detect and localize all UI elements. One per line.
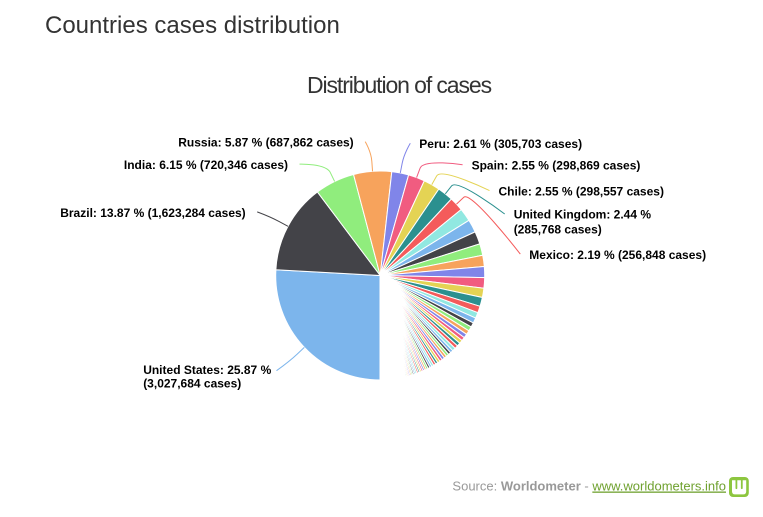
svg-text:(285,768 cases): (285,768 cases) (514, 222, 602, 236)
svg-text:Peru: 2.61 % (305,703 cases): Peru: 2.61 % (305,703 cases) (419, 137, 582, 151)
svg-text:Countries cases distribution: Countries cases distribution (45, 12, 340, 39)
svg-text:United Kingdom: 2.44 %: United Kingdom: 2.44 % (514, 208, 652, 222)
svg-text:United States: 25.87 %: United States: 25.87 % (143, 363, 271, 377)
svg-text:Brazil: 13.87 % (1,623,284 cas: Brazil: 13.87 % (1,623,284 cases) (60, 206, 245, 220)
svg-text:Source: Worldometer - www.worl: Source: Worldometer - www.worldometers.i… (452, 479, 726, 494)
svg-text:Chile: 2.55 % (298,557 cases): Chile: 2.55 % (298,557 cases) (499, 184, 664, 198)
svg-text:Mexico: 2.19 % (256,848 cases): Mexico: 2.19 % (256,848 cases) (529, 248, 706, 262)
svg-text:Spain: 2.55 % (298,869 cases): Spain: 2.55 % (298,869 cases) (472, 158, 641, 172)
svg-text:(3,027,684 cases): (3,027,684 cases) (143, 376, 241, 390)
svg-text:Distribution of cases: Distribution of cases (307, 72, 492, 98)
svg-text:India: 6.15 % (720,346 cases): India: 6.15 % (720,346 cases) (124, 158, 288, 172)
svg-text:Russia: 5.87 % (687,862 cases): Russia: 5.87 % (687,862 cases) (178, 136, 353, 150)
